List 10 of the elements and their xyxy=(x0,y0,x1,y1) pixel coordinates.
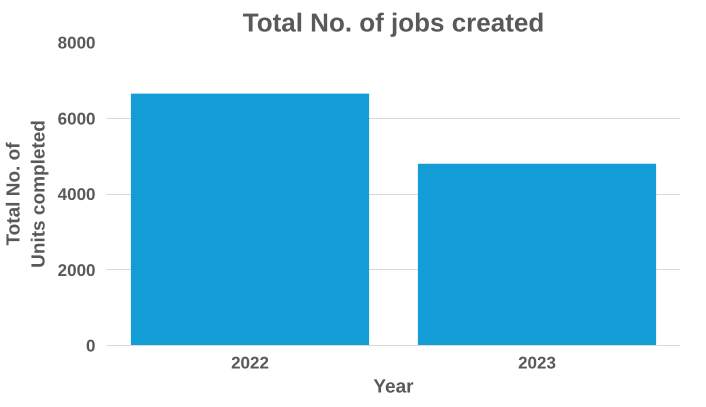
y-tick-label: 2000 xyxy=(58,260,96,280)
x-tick-label: 2023 xyxy=(518,354,556,372)
y-tick-label: 4000 xyxy=(58,185,96,204)
y-tick-label: 6000 xyxy=(58,109,96,128)
x-tick-label: 2022 xyxy=(231,354,269,372)
chart-title: Total No. of jobs created xyxy=(242,8,544,38)
y-axis-title: Total No. of Units completed xyxy=(3,120,50,268)
y-tick-label: 8000 xyxy=(58,34,96,52)
y-tick-label: 0 xyxy=(86,336,96,356)
x-axis-title: Year xyxy=(373,376,414,398)
